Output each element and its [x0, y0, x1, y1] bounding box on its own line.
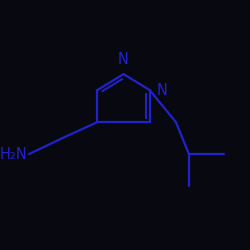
Text: N: N	[118, 52, 129, 67]
Text: N: N	[157, 82, 168, 98]
Text: H₂N: H₂N	[0, 146, 28, 162]
